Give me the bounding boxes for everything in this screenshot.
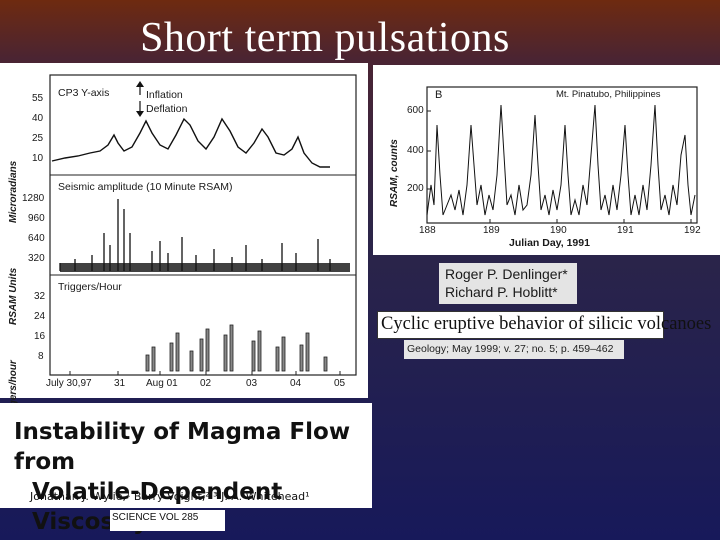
right-xlabel: Julian Day, 1991 bbox=[509, 237, 590, 249]
right-xtick: 192 bbox=[684, 225, 701, 236]
paper1-title: Instability of Magma Flow from Volatile-… bbox=[14, 417, 372, 537]
panel3-tick: 16 bbox=[34, 331, 46, 342]
deflation-label: Deflation bbox=[146, 103, 188, 115]
paper2-author2: Richard P. Hoblitt* bbox=[445, 284, 558, 300]
paper1-title-block: Instability of Magma Flow from Volatile-… bbox=[0, 403, 372, 535]
x-tick: 05 bbox=[334, 378, 346, 389]
paper1-title-line2: Volatile-Dependent Viscosity bbox=[32, 479, 283, 535]
panel2-tick: 320 bbox=[28, 253, 45, 264]
paper1-title-line1: Instability of Magma Flow from bbox=[14, 419, 351, 475]
x-tick: July 30,97 bbox=[46, 378, 92, 389]
paper2-citation-text: Geology; May 1999; v. 27; no. 5; p. 459–… bbox=[407, 343, 614, 355]
right-figure-plot bbox=[426, 86, 698, 224]
panel2-label: Seismic amplitude (10 Minute RSAM) bbox=[58, 181, 233, 193]
right-ylabel: RSAM, counts bbox=[389, 139, 400, 207]
panel2-tick: 640 bbox=[28, 233, 45, 244]
slide-title: Short term pulsations bbox=[140, 15, 510, 61]
panel1-tick: 55 bbox=[32, 93, 44, 104]
x-tick: 03 bbox=[246, 378, 258, 389]
panel1-tick: 40 bbox=[32, 113, 44, 124]
paper2-title-text: Cyclic eruptive behavior of silicic volc… bbox=[381, 314, 712, 334]
panel1-label: CP3 Y-axis bbox=[58, 87, 110, 99]
paper2-authors: Roger P. Denlinger* Richard P. Hoblitt* bbox=[439, 263, 577, 304]
x-tick: Aug 01 bbox=[146, 378, 178, 389]
panel1-ylabel: Microradians bbox=[8, 160, 19, 223]
panel-letter: B bbox=[435, 89, 443, 101]
panel3-tick: 32 bbox=[34, 291, 46, 302]
paper2-author1: Roger P. Denlinger* bbox=[445, 266, 568, 282]
panel3-tick: 24 bbox=[34, 311, 46, 322]
panel1-tick: 25 bbox=[32, 133, 44, 144]
right-ytick: 600 bbox=[407, 105, 424, 116]
right-xtick: 190 bbox=[550, 225, 567, 236]
panel3-label: Triggers/Hour bbox=[58, 281, 122, 293]
x-tick: 02 bbox=[200, 378, 212, 389]
x-tick: 31 bbox=[114, 378, 126, 389]
paper2-title: Cyclic eruptive behavior of silicic volc… bbox=[377, 311, 711, 339]
paper1-authors: Jonathan J. Wylie,¹ Barry Voight,²·³ J. … bbox=[30, 490, 310, 503]
right-ytick: 400 bbox=[407, 145, 424, 156]
left-figure-plot bbox=[49, 74, 357, 376]
paper2-citation: Geology; May 1999; v. 27; no. 5; p. 459–… bbox=[404, 340, 624, 359]
right-figure: B Mt. Pinatubo, Philippines RSAM, counts… bbox=[373, 65, 720, 255]
panel3-tick: 8 bbox=[38, 351, 44, 362]
x-tick: 04 bbox=[290, 378, 302, 389]
right-xtick: 189 bbox=[483, 225, 500, 236]
inflation-label: Inflation bbox=[146, 89, 183, 101]
panel2-ylabel: RSAM Units bbox=[8, 267, 19, 325]
panel1-tick: 10 bbox=[32, 153, 44, 164]
paper1-journal: SCIENCE VOL 285 bbox=[110, 510, 225, 531]
left-figure: Microradians RSAM Units Triggers/hour 55… bbox=[0, 63, 368, 425]
right-xtick: 188 bbox=[419, 225, 436, 236]
location-label: Mt. Pinatubo, Philippines bbox=[556, 89, 661, 100]
panel2-tick: 960 bbox=[28, 213, 45, 224]
right-ytick: 200 bbox=[407, 183, 424, 194]
right-xtick: 191 bbox=[617, 225, 634, 236]
panel2-tick: 1280 bbox=[22, 193, 45, 204]
